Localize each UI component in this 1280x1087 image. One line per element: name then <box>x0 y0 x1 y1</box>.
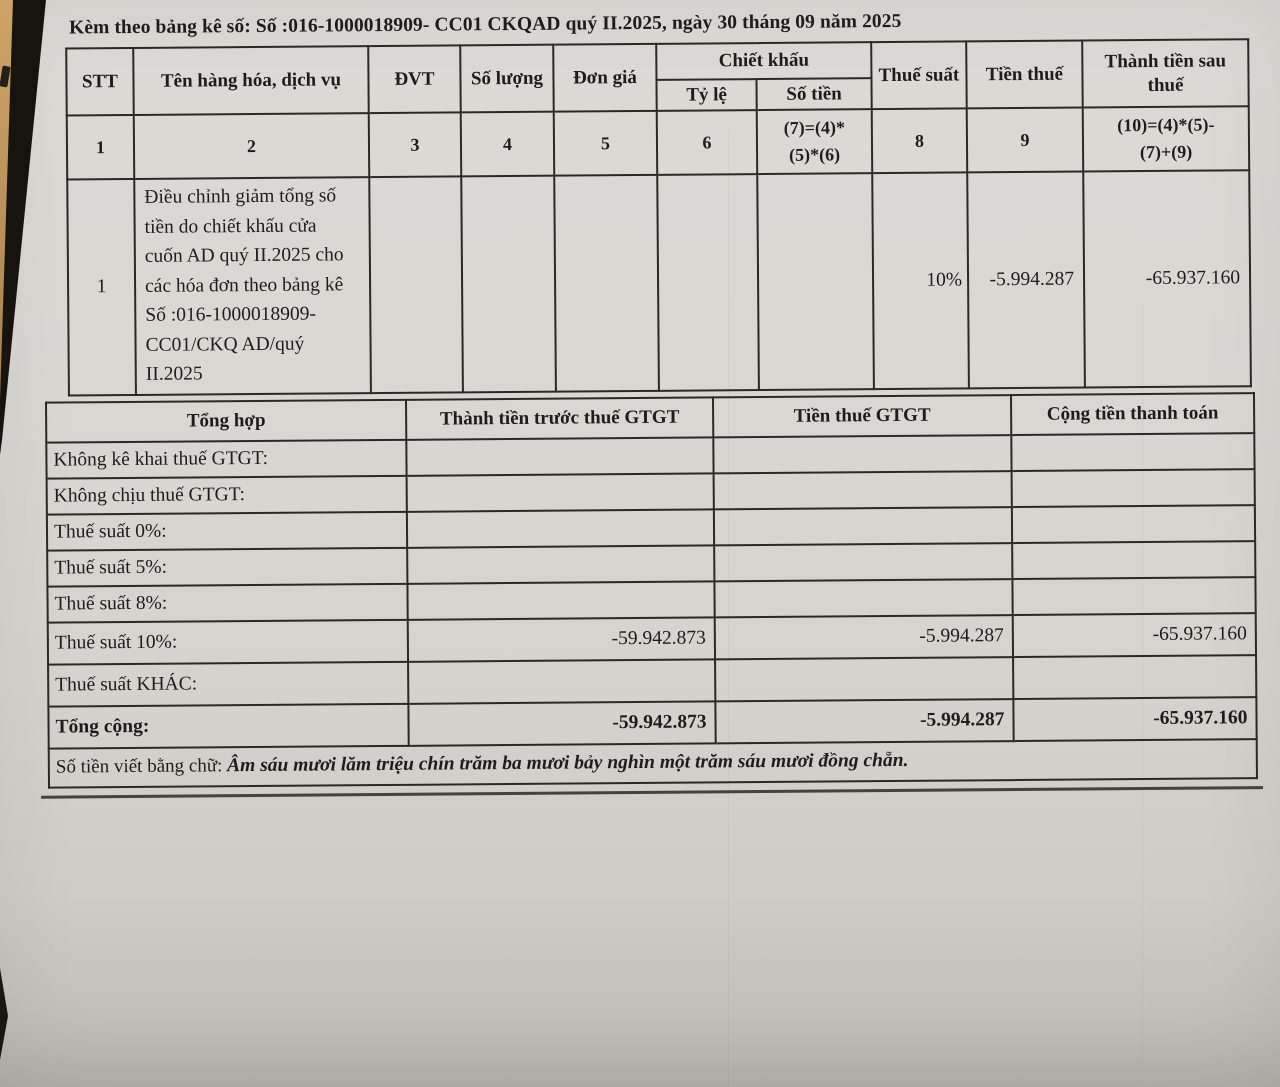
summary-value-tien-thue <box>713 470 1012 509</box>
summary-value-thanh-toan <box>1011 504 1256 543</box>
document-title: Kèm theo bảng kê số: Số :016-1000018909-… <box>68 10 902 39</box>
col-number: 3 <box>368 112 462 178</box>
summary-value-tien-thue <box>713 434 1012 473</box>
col-header-ten-hang-hoa: Tên hàng hóa, dịch vụ <box>133 46 369 115</box>
summary-value-thanh-toan <box>1013 654 1257 699</box>
summary-value-truoc-thue <box>407 580 715 620</box>
amount-in-words-row: Số tiền viết bằng chữ: Âm sáu mươi lăm t… <box>48 738 1257 788</box>
col-number: 6 <box>656 110 758 175</box>
col-header-tien-thue: Tiền thuế <box>966 40 1083 109</box>
invoice-adjustment-table: STT Tên hàng hóa, dịch vụ ĐVT Số lượng Đ… <box>65 38 1252 396</box>
photo-edge-shadow-bottom <box>0 968 8 1060</box>
cell-stt: 1 <box>67 178 136 395</box>
column-number-row: 1 2 3 4 5 6 (7)=(4)* (5)*(6) 8 9 (10)=(4… <box>66 106 1250 180</box>
table-header-row: STT Tên hàng hóa, dịch vụ ĐVT Số lượng Đ… <box>66 39 1249 116</box>
document-page: Kèm theo bảng kê số: Số :016-1000018909-… <box>41 10 1264 799</box>
summary-value-thanh-toan: -65.937.160 <box>1012 612 1257 657</box>
col-number: 1 <box>66 114 135 180</box>
paper-crease <box>1142 300 1145 1087</box>
col-number: 2 <box>133 113 370 179</box>
summary-value-tien-thue: -5.994.287 <box>714 614 1014 659</box>
col-number: 5 <box>553 110 658 176</box>
summary-value-thanh-toan <box>1012 540 1256 579</box>
summary-value-truoc-thue <box>406 508 715 548</box>
col-header-so-tien: Số tiền <box>756 78 872 111</box>
cell-so-luong <box>461 175 556 392</box>
summary-label: Tổng cộng: <box>48 703 409 749</box>
summary-value-truoc-thue <box>406 436 714 476</box>
summary-value-thanh-toan <box>1011 432 1255 471</box>
summary-value-truoc-thue <box>407 544 715 584</box>
summary-label: Thuế suất 0%: <box>46 511 408 551</box>
col-header-stt: STT <box>66 47 134 116</box>
col-header-chiet-khau-group: Chiết khấu <box>656 42 872 80</box>
col-number: 4 <box>460 111 555 177</box>
summary-value-tien-thue <box>714 578 1013 617</box>
amount-in-words-label: Số tiền viết bằng chữ: <box>55 755 228 778</box>
amount-in-words: Số tiền viết bằng chữ: Âm sáu mươi lăm t… <box>48 738 1257 788</box>
col-header-thue-suat: Thuế suất <box>871 41 967 110</box>
summary-col-tong-hop: Tổng hợp <box>45 399 407 443</box>
summary-value-tien-thue <box>714 542 1013 581</box>
summary-label: Không kê khai thuế GTGT: <box>46 439 407 479</box>
summary-label: Thuế suất 10%: <box>47 619 409 665</box>
cell-ty-le <box>657 174 759 391</box>
summary-value-thanh-toan: -65.937.160 <box>1013 696 1257 741</box>
cell-thanh-tien-sau-thue: -65.937.160 <box>1083 170 1251 388</box>
col-header-don-gia: Đơn giá <box>553 43 657 112</box>
amount-in-words-text: Âm sáu mươi lăm triệu chín trăm ba mươi … <box>227 749 909 777</box>
col-header-dvt: ĐVT <box>368 45 461 114</box>
summary-value-thanh-toan <box>1011 468 1255 507</box>
summary-col-truoc-thue: Thành tiền trước thuế GTGT <box>405 396 714 440</box>
col-header-thanh-tien-sau-thue: Thành tiền sau thuế <box>1082 39 1249 108</box>
summary-value-tien-thue <box>713 506 1013 545</box>
summary-value-tien-thue: -5.994.287 <box>715 698 1014 743</box>
summary-table: Tổng hợp Thành tiền trước thuế GTGT Tiền… <box>45 392 1258 788</box>
paper-crease <box>728 130 731 1087</box>
summary-label: Thuế suất 8%: <box>47 583 408 623</box>
col-number: 8 <box>871 108 968 174</box>
cell-don-gia <box>554 174 659 392</box>
summary-label: Thuế suất 5%: <box>47 547 408 587</box>
summary-value-truoc-thue: -59.942.873 <box>408 700 716 746</box>
col-number: (7)=(4)* (5)*(6) <box>756 109 873 175</box>
summary-col-tien-thue: Tiền thuế GTGT <box>712 394 1012 437</box>
table-row: 1 Điều chỉnh giảm tổng số tiền do chiết … <box>67 170 1251 395</box>
col-number: 9 <box>966 107 1084 173</box>
summary-value-thanh-toan <box>1012 576 1256 615</box>
summary-value-truoc-thue: -59.942.873 <box>407 616 716 662</box>
col-header-ty-le: Tỷ lệ <box>656 79 757 111</box>
cell-tien-thue: -5.994.287 <box>967 171 1085 388</box>
cell-description: Điều chỉnh giảm tổng số tiền do chiết kh… <box>134 177 371 395</box>
summary-value-tien-thue <box>715 656 1014 701</box>
summary-value-truoc-thue <box>408 658 716 704</box>
cell-dvt <box>369 176 463 393</box>
col-header-so-luong: Số lượng <box>460 44 554 113</box>
summary-label: Thuế suất KHÁC: <box>48 661 409 707</box>
cell-thue-suat: 10% <box>872 172 969 389</box>
summary-value-truoc-thue <box>406 472 714 512</box>
col-number: (10)=(4)*(5)- (7)+(9) <box>1082 106 1250 172</box>
summary-col-thanh-toan: Cộng tiền thanh toán <box>1010 392 1255 435</box>
summary-label: Không chịu thuế GTGT: <box>46 475 407 515</box>
cell-so-tien <box>757 173 874 390</box>
page-divider-line <box>41 785 1264 799</box>
